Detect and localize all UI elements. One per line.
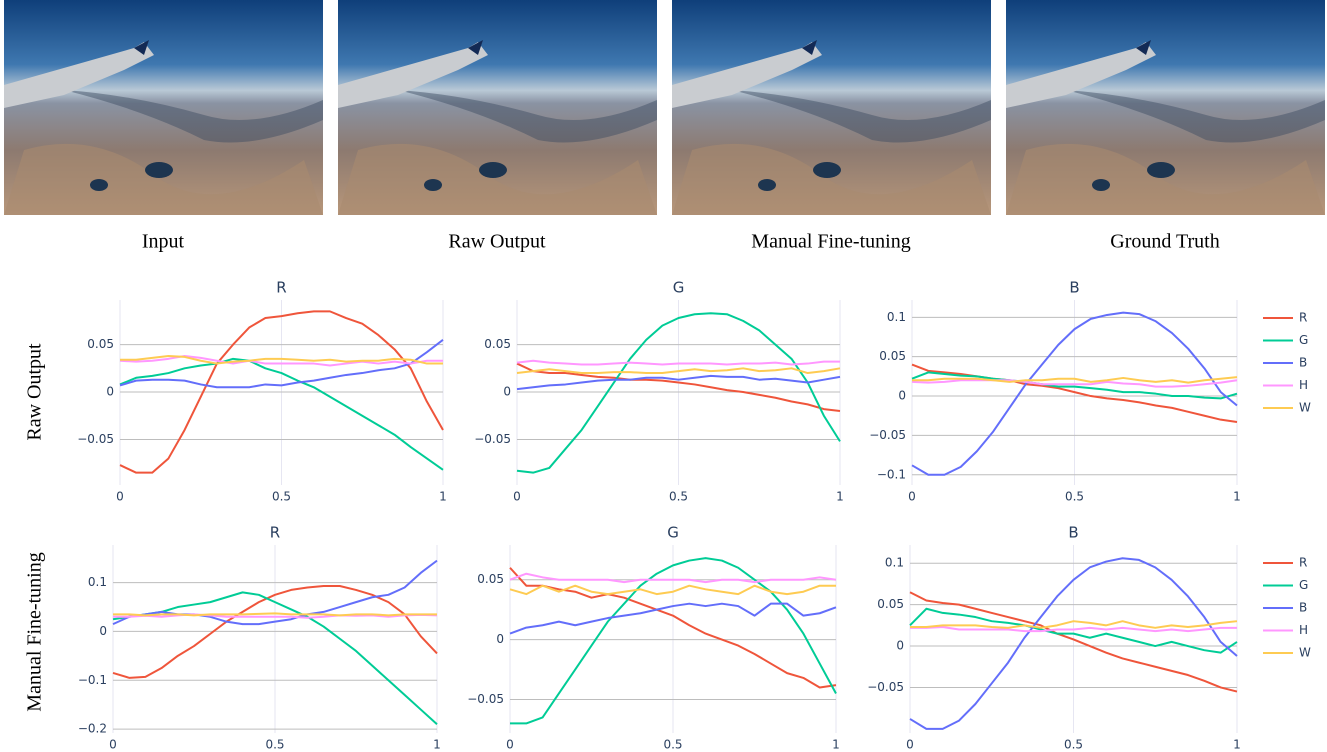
series-line <box>516 362 841 412</box>
y-tick-label: −0.1 <box>877 467 906 481</box>
y-tick-label: 0.05 <box>877 597 904 611</box>
photo-input <box>4 0 323 215</box>
chart-title: G <box>667 524 679 542</box>
series-line <box>516 374 841 391</box>
series-line <box>119 310 444 474</box>
y-tick-label: −0.2 <box>78 722 107 736</box>
series-line <box>509 572 837 584</box>
y-tick-label: 0 <box>99 624 107 638</box>
x-tick-label: 0 <box>908 490 916 504</box>
x-tick-label: 0.5 <box>272 490 291 504</box>
chart-title: R <box>276 279 286 297</box>
y-tick-label: 0.05 <box>477 572 504 586</box>
series-line <box>120 354 443 365</box>
x-tick-label: 0 <box>906 738 914 752</box>
y-tick-label: 0 <box>106 385 114 399</box>
y-tick-label: 0 <box>896 639 904 653</box>
series-line <box>912 376 1238 384</box>
y-tick-label: 0.1 <box>88 575 107 589</box>
x-tick-label: 0.5 <box>1064 738 1083 752</box>
series-line <box>509 602 837 635</box>
x-tick-label: 0.5 <box>1065 490 1084 504</box>
x-tick-label: 1 <box>836 490 844 504</box>
x-tick-label: 0 <box>116 490 124 504</box>
caption: Input <box>142 231 185 253</box>
chart-title: G <box>673 279 685 297</box>
y-tick-label: 0.05 <box>87 337 114 351</box>
series-line <box>112 559 438 626</box>
x-tick-label: 0 <box>506 738 514 752</box>
series-line <box>910 620 1238 629</box>
photo-manual-fine-tuning <box>672 0 991 215</box>
series-line <box>112 585 438 679</box>
legend-label: B <box>1299 356 1307 370</box>
caption: Raw Output <box>448 231 546 253</box>
legend-label: G <box>1299 578 1308 592</box>
caption: Ground Truth <box>1110 231 1219 253</box>
photo-ground-truth <box>1006 0 1325 215</box>
series-line <box>911 363 1238 424</box>
x-tick-label: 1 <box>1233 738 1241 752</box>
series-line <box>119 339 444 389</box>
x-tick-label: 1 <box>1233 490 1241 504</box>
y-tick-label: 0.1 <box>885 556 904 570</box>
caption: Manual Fine-tuning <box>751 231 910 253</box>
y-tick-label: −0.05 <box>869 428 906 442</box>
y-tick-label: −0.1 <box>78 673 107 687</box>
legend-label: R <box>1299 556 1307 570</box>
chart-title: R <box>270 524 280 542</box>
y-tick-label: 0.05 <box>879 349 906 363</box>
x-tick-label: 0.5 <box>265 738 284 752</box>
x-tick-label: 0.5 <box>663 738 682 752</box>
series-line <box>113 612 437 617</box>
photo-raw-output <box>338 0 657 215</box>
x-tick-label: 1 <box>832 738 840 752</box>
y-tick-label: 0 <box>503 385 511 399</box>
chart-title: B <box>1068 524 1078 542</box>
series-line <box>112 591 438 725</box>
x-tick-label: 0 <box>109 738 117 752</box>
series-line <box>911 311 1238 476</box>
y-tick-label: −0.05 <box>867 680 904 694</box>
legend-label: B <box>1299 601 1307 615</box>
series-line <box>516 359 840 366</box>
series-line <box>113 613 438 619</box>
series-line <box>119 354 443 367</box>
y-tick-label: −0.05 <box>474 432 511 446</box>
y-tick-label: 0.05 <box>484 337 511 351</box>
y-tick-label: 0.1 <box>887 310 906 324</box>
row-label: Raw Output <box>24 343 46 441</box>
series-line <box>119 357 444 471</box>
series-line <box>910 625 1237 633</box>
series-line <box>516 367 841 375</box>
x-tick-label: 1 <box>439 490 447 504</box>
row-label: Manual Fine-tuning <box>24 552 46 711</box>
chart-title: B <box>1069 279 1079 297</box>
legend-label: H <box>1299 623 1308 637</box>
legend-label: G <box>1299 333 1308 347</box>
legend-label: H <box>1299 378 1308 392</box>
series-line <box>509 584 836 596</box>
series-line <box>911 371 1238 400</box>
y-tick-label: −0.05 <box>467 692 504 706</box>
legend-label: W <box>1299 401 1311 415</box>
series-line <box>909 591 1238 693</box>
y-tick-label: 0 <box>496 632 504 646</box>
series-line <box>516 312 841 474</box>
y-tick-label: −0.05 <box>77 432 114 446</box>
series-line <box>911 379 1238 388</box>
legend-label: W <box>1299 646 1311 660</box>
series-line <box>909 607 1238 654</box>
x-tick-label: 1 <box>433 738 441 752</box>
x-tick-label: 0.5 <box>669 490 688 504</box>
series-line <box>909 557 1238 730</box>
x-tick-label: 0 <box>513 490 521 504</box>
y-tick-label: 0 <box>898 389 906 403</box>
legend-label: R <box>1299 311 1307 325</box>
